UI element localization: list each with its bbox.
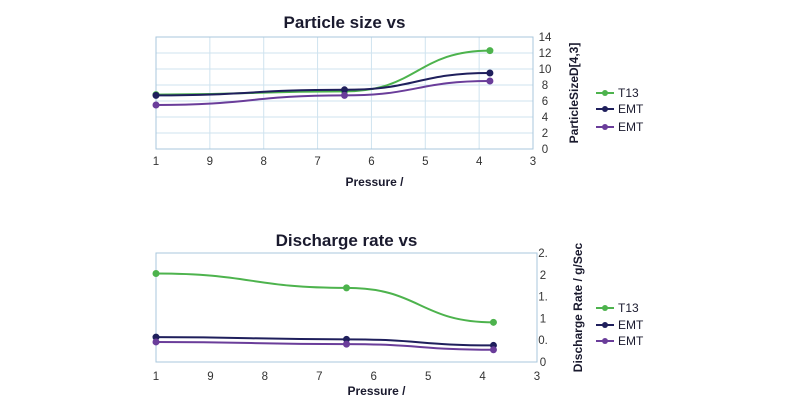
- x-tick-label: 7: [314, 156, 320, 168]
- x-tick-label: 4: [476, 156, 483, 168]
- x-tick-label: 4: [479, 371, 486, 383]
- y-tick-label: 2: [542, 128, 548, 140]
- legend-label: T13: [618, 301, 639, 315]
- data-point: [341, 91, 348, 99]
- legend-label: EMT: [618, 334, 644, 348]
- x-tick-label: 8: [261, 156, 267, 168]
- legend-marker: [602, 90, 608, 96]
- data-point: [343, 340, 350, 348]
- data-point: [489, 346, 497, 354]
- data-point: [486, 47, 494, 55]
- x-tick-label: 6: [371, 371, 377, 383]
- y-tick-label: 0: [540, 357, 546, 369]
- legend-label: EMT: [618, 102, 644, 116]
- y-tick-label: 14: [539, 32, 552, 44]
- data-point: [486, 77, 494, 85]
- data-point: [152, 269, 160, 277]
- chart-title: Particle size vs: [284, 13, 406, 32]
- x-tick-label: 3: [530, 156, 536, 168]
- legend-marker: [602, 106, 608, 112]
- x-tick-label: 3: [534, 371, 540, 383]
- data-point: [489, 318, 497, 326]
- y-tick-label: 1: [540, 313, 546, 325]
- plot-area-frame: [155, 252, 538, 363]
- x-tick-label: 8: [262, 371, 268, 383]
- x-tick-label: 9: [207, 156, 213, 168]
- data-point: [152, 91, 160, 99]
- legend-marker: [602, 338, 608, 344]
- discharge-rate-chart: Discharge rate vs 1 9 8 7 6 5 4 30 0. 1 1. 2 2. Pressu…: [152, 231, 644, 398]
- data-point: [152, 101, 160, 109]
- x-tick-label: 5: [425, 371, 431, 383]
- y-axis-label: Discharge Rate / g/Sec: [571, 242, 585, 372]
- y-tick-label: 12: [539, 48, 552, 60]
- x-tick-label: 9: [207, 371, 213, 383]
- data-point: [343, 284, 350, 292]
- y-tick-label: 1.: [538, 292, 548, 304]
- legend-label: EMT: [618, 120, 644, 134]
- x-tick-label: 5: [422, 156, 428, 168]
- x-axis-label: Pressure /: [345, 175, 404, 189]
- y-axis-label: ParticleSizeD[4,3]: [567, 43, 581, 144]
- particle-size-chart: Particle size vs 1 9 8 7 6 5 4 30 2 4 6 8 10 12 14 Press…: [152, 13, 644, 189]
- legend-marker: [602, 124, 608, 130]
- x-tick-label: 7: [316, 371, 322, 383]
- x-tick-label: 1: [153, 156, 159, 168]
- legend-label: EMT: [618, 318, 644, 332]
- y-tick-label: 0.: [538, 335, 548, 347]
- y-tick-label: 2.: [538, 248, 548, 260]
- y-tick-label: 4: [542, 112, 549, 124]
- y-tick-label: 0: [542, 144, 548, 156]
- series-line: [155, 272, 494, 324]
- y-tick-label: 8: [542, 80, 548, 92]
- legend-marker: [602, 322, 608, 328]
- y-tick-label: 2: [540, 270, 546, 282]
- series-line: [155, 49, 490, 96]
- x-tick-label: 1: [153, 371, 159, 383]
- legend-marker: [602, 305, 608, 311]
- chart-title: Discharge rate vs: [276, 231, 418, 250]
- data-point: [152, 338, 160, 346]
- x-axis-label: Pressure /: [347, 384, 406, 398]
- data-point: [486, 69, 494, 77]
- x-tick-label: 6: [368, 156, 374, 168]
- y-tick-label: 6: [542, 96, 548, 108]
- legend-label: T13: [618, 86, 639, 100]
- y-tick-label: 10: [539, 64, 552, 76]
